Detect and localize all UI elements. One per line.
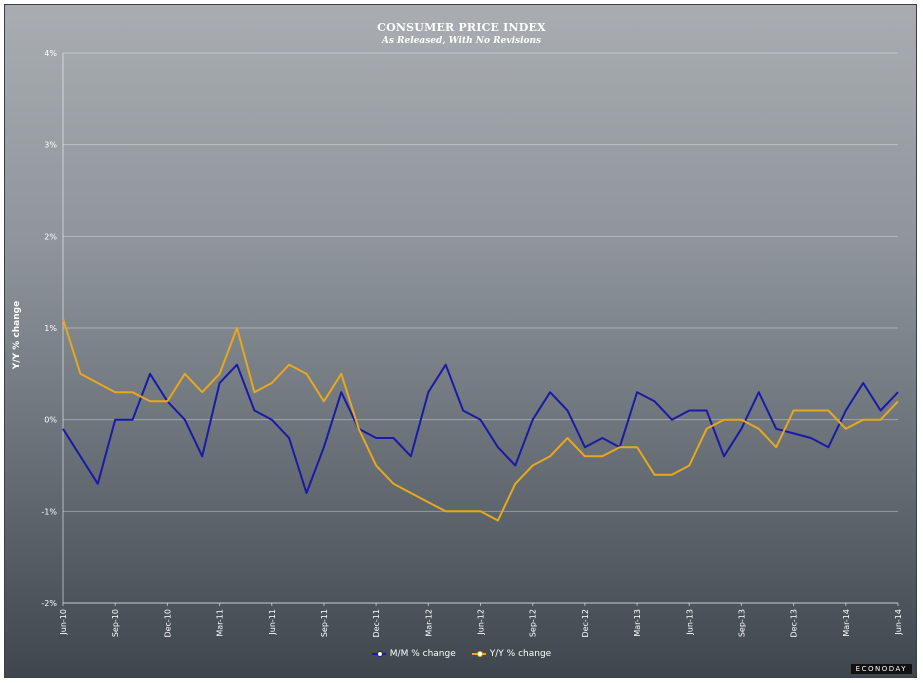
x-tick-label: Mar-12 bbox=[424, 609, 433, 637]
chart-subtitle: As Released, With No Revisions bbox=[381, 36, 542, 46]
x-tick-label: Dec-10 bbox=[163, 609, 172, 638]
legend-swatch-yy bbox=[471, 650, 486, 658]
x-tick-label: Dec-12 bbox=[581, 609, 590, 638]
chart-frame: CONSUMER PRICE INDEX As Released, With N… bbox=[4, 4, 917, 678]
y-tick-label: 0% bbox=[44, 416, 57, 425]
x-tick-label: Mar-14 bbox=[842, 609, 851, 637]
x-tick-label: Mar-11 bbox=[216, 609, 225, 637]
x-tick-label: Dec-13 bbox=[790, 609, 799, 638]
legend-swatch-mm bbox=[371, 650, 386, 658]
x-tick-label: Jun-13 bbox=[685, 609, 694, 636]
x-tick-label: Jun-10 bbox=[59, 609, 68, 636]
y-tick-label: -1% bbox=[41, 507, 57, 516]
x-tick-label: Mar-13 bbox=[633, 609, 642, 637]
econoday-logo: ECONODAY bbox=[850, 664, 912, 674]
y-tick-label: 2% bbox=[44, 232, 57, 241]
legend-label-mm: M/M % change bbox=[389, 649, 456, 659]
chart-title: CONSUMER PRICE INDEX bbox=[377, 21, 546, 34]
x-tick-label: Dec-11 bbox=[372, 609, 381, 638]
x-tick-label: Sep-11 bbox=[320, 609, 329, 637]
legend-item-yy: Y/Y % change bbox=[471, 649, 552, 659]
y-tick-label: 1% bbox=[44, 324, 57, 333]
legend-item-mm: M/M % change bbox=[371, 649, 456, 659]
x-tick-label: Sep-12 bbox=[529, 609, 538, 637]
y-tick-label: -2% bbox=[41, 599, 57, 608]
line-chart: 4% 3% 2% 1% 0% -1% -2%Jun-10 Sep-10 Dec-10 Mar-11… bbox=[41, 49, 903, 638]
y-tick-label: 4% bbox=[44, 49, 57, 58]
legend-label-yy: Y/Y % change bbox=[489, 649, 552, 659]
y-tick-label: 3% bbox=[44, 141, 57, 150]
legend: M/M % change Y/Y % change bbox=[5, 649, 916, 659]
series-line-yy bbox=[62, 318, 899, 522]
series-line-mm bbox=[62, 363, 899, 494]
x-tick-label: Sep-13 bbox=[737, 609, 746, 637]
x-tick-label: Jun-12 bbox=[477, 609, 486, 636]
x-tick-label: Jun-14 bbox=[894, 609, 903, 636]
x-tick-label: Jun-11 bbox=[268, 609, 277, 636]
x-tick-label: Sep-10 bbox=[111, 609, 120, 637]
